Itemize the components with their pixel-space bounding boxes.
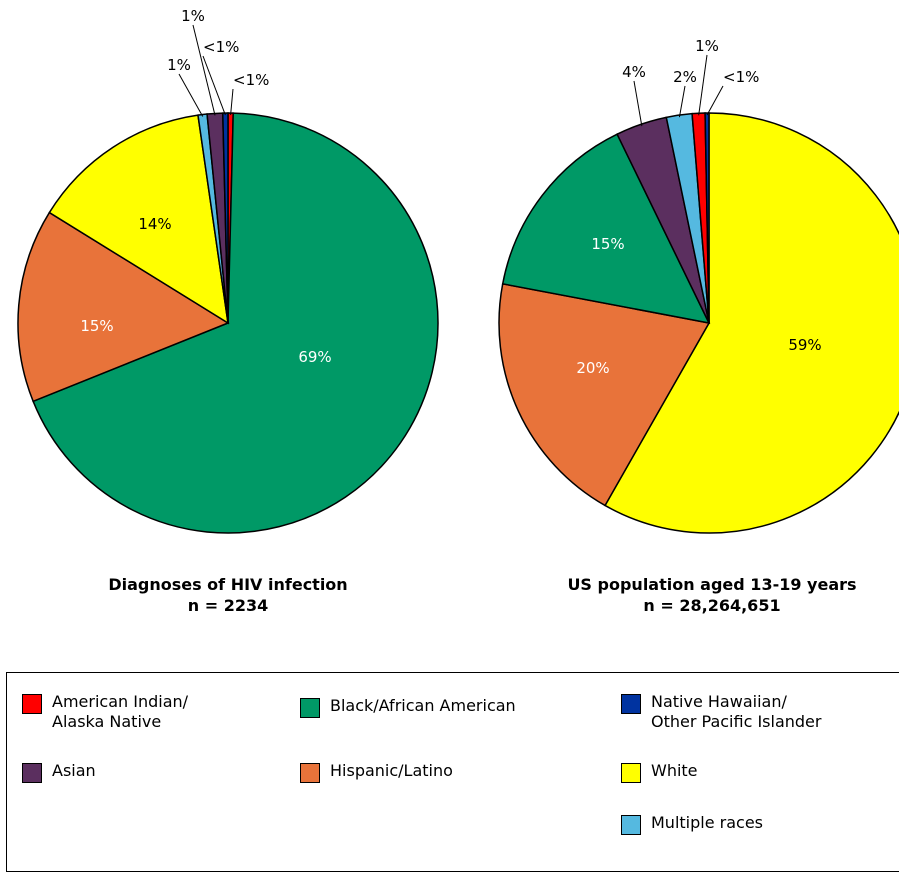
leader-line-native-hawaiian-other-pacific-islander: [706, 85, 724, 116]
legend-label: Black/African American: [330, 696, 516, 715]
legend-swatch: [300, 763, 320, 783]
legend-label: Asian: [52, 761, 96, 780]
legend-label: Hispanic/Latino: [330, 761, 453, 780]
leader-line-american-indian-alaska-native: [698, 54, 708, 116]
pie-slice-black-african-american: [501, 133, 711, 325]
legend-label: Native Hawaiian/ Other Pacific Islander: [651, 692, 822, 731]
legend-item-white: White: [621, 761, 698, 783]
legend-swatch: [300, 698, 320, 718]
legend-swatch: [22, 694, 42, 714]
chart-caption-hiv: Diagnoses of HIV infection n = 2234: [43, 574, 413, 616]
pie-charts: <1%69%15%14%1%1%<1% 59%20%15%4% 2%1%<1%: [17, 7, 899, 534]
chart-title-population: US population aged 13-19 years: [567, 575, 857, 594]
slice-label-multiple-races: 1%: [167, 56, 191, 74]
pie-slice-black-african-american: [32, 112, 439, 534]
slice-label-american-indian-alaska-native: 1%: [695, 37, 719, 55]
slice-label-asian: 4%: [622, 63, 646, 81]
leader-line-multiple-races: [678, 85, 686, 118]
legend-item-american-indian: American Indian/ Alaska Native: [22, 692, 188, 732]
slice-label-asian: 1%: [181, 7, 205, 25]
slice-label-multiple-races: 2%: [673, 68, 697, 86]
slice-label-american-indian-alaska-native: <1%: [233, 71, 269, 89]
legend-swatch: [621, 694, 641, 714]
legend-swatch: [22, 763, 42, 783]
chart-subtitle-hiv: n = 2234: [187, 596, 269, 615]
pie-slice-hispanic-latino: [498, 282, 711, 507]
legend-item-asian: Asian: [22, 761, 96, 783]
pie-slice-white: [604, 112, 899, 534]
slice-label-white: 14%: [138, 215, 171, 233]
slice-label-native-hawaiian-other-pacific-islander: <1%: [203, 38, 239, 56]
chart-subtitle-population: n = 28,264,651: [643, 596, 781, 615]
leader-line-multiple-races: [178, 73, 204, 117]
chart-caption-population: US population aged 13-19 years n = 28,26…: [512, 574, 899, 616]
legend-swatch: [621, 815, 641, 835]
slice-label-hispanic-latino: 20%: [576, 359, 609, 377]
pie-slice-native-hawaiian-other-pacific-islander: [221, 112, 229, 324]
leader-line-american-indian-alaska-native: [230, 88, 234, 116]
slice-label-black-african-american: 69%: [298, 348, 331, 366]
legend-label: American Indian/ Alaska Native: [52, 692, 189, 731]
pie-hiv-diagnoses: <1% 69% 15% 14% 1% 1% <1%: [17, 7, 439, 534]
slice-label-black-african-american: 15%: [591, 235, 624, 253]
legend-item-black: Black/African American: [300, 696, 516, 718]
pie-slice-white: [48, 114, 229, 325]
legend-label: Multiple races: [651, 813, 763, 832]
leader-line-asian: [633, 80, 643, 127]
pie-slice-hispanic-latino: [17, 211, 230, 403]
slice-label-native-hawaiian-other-pacific-islander: <1%: [723, 68, 759, 86]
legend: American Indian/ Alaska Native Black/Afr…: [6, 672, 899, 872]
legend-swatch: [621, 763, 641, 783]
pie-us-population: 59% 20% 15% 4% 2% 1%<1%: [498, 37, 899, 534]
legend-item-nhopi: Native Hawaiian/ Other Pacific Islander: [621, 692, 821, 732]
leader-line-asian: [192, 24, 216, 116]
legend-label: White: [651, 761, 698, 780]
legend-item-multiple: Multiple races: [621, 813, 763, 835]
slice-label-hispanic-latino: 15%: [80, 317, 113, 335]
legend-item-hispanic: Hispanic/Latino: [300, 761, 453, 783]
leader-line-native-hawaiian-other-pacific-islander: [202, 55, 226, 116]
chart-title-hiv: Diagnoses of HIV infection: [108, 575, 348, 594]
pie-slice-native-hawaiian-other-pacific-islander: [704, 112, 710, 324]
slice-label-white: 59%: [788, 336, 821, 354]
